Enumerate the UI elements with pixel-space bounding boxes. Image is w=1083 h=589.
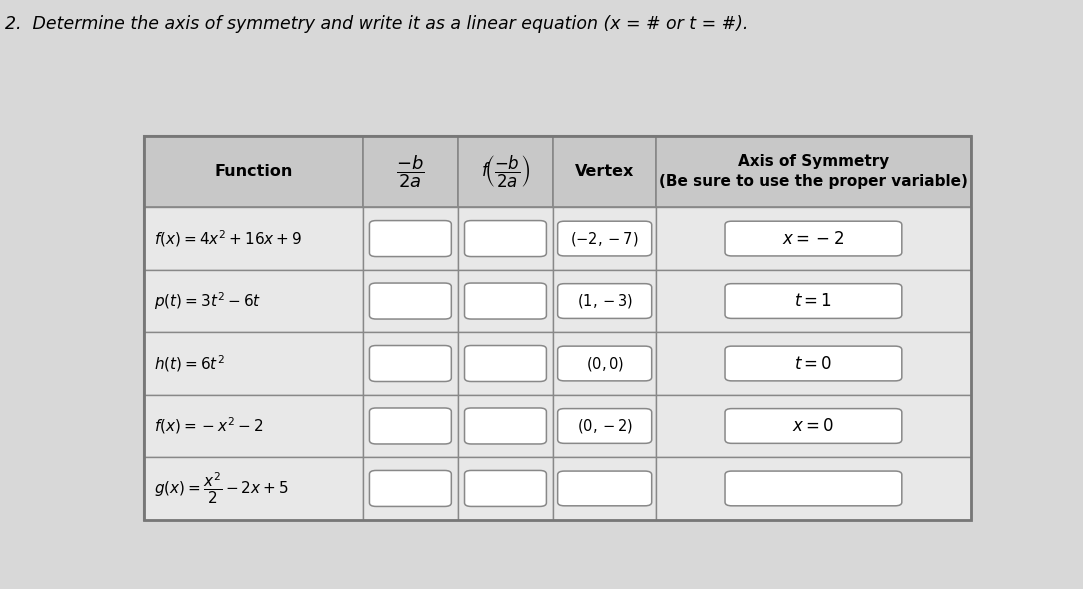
- Text: $f\!\left(\dfrac{-b}{2a}\right)$: $f\!\left(\dfrac{-b}{2a}\right)$: [481, 154, 531, 190]
- Bar: [656, 207, 970, 270]
- Text: $p(t) = 3t^2 - 6t$: $p(t) = 3t^2 - 6t$: [154, 290, 261, 312]
- FancyBboxPatch shape: [725, 221, 902, 256]
- FancyBboxPatch shape: [465, 346, 547, 382]
- Bar: [363, 457, 458, 519]
- Bar: [553, 137, 656, 207]
- Text: $(0,0)$: $(0,0)$: [586, 355, 624, 372]
- Text: $f(x) = 4x^2 + 16x + 9$: $f(x) = 4x^2 + 16x + 9$: [154, 228, 302, 249]
- FancyBboxPatch shape: [558, 409, 652, 444]
- FancyBboxPatch shape: [725, 346, 902, 381]
- Text: $x = -2$: $x = -2$: [782, 230, 845, 247]
- Text: $x = 0$: $x = 0$: [793, 417, 835, 435]
- Bar: [144, 332, 363, 395]
- Bar: [458, 332, 553, 395]
- FancyBboxPatch shape: [369, 346, 452, 382]
- Text: $\dfrac{-b}{2a}$: $\dfrac{-b}{2a}$: [396, 154, 425, 190]
- Text: Axis of Symmetry
(Be sure to use the proper variable): Axis of Symmetry (Be sure to use the pro…: [658, 154, 968, 189]
- FancyBboxPatch shape: [465, 471, 547, 507]
- Bar: [553, 457, 656, 519]
- Bar: [458, 395, 553, 457]
- Bar: [656, 137, 970, 207]
- Bar: [363, 137, 458, 207]
- Text: $t = 1$: $t = 1$: [795, 292, 833, 310]
- Text: 2.  Determine the axis of symmetry and write it as a linear equation (x = # or t: 2. Determine the axis of symmetry and wr…: [5, 15, 748, 33]
- Bar: [144, 137, 970, 519]
- Bar: [363, 395, 458, 457]
- FancyBboxPatch shape: [558, 284, 652, 319]
- FancyBboxPatch shape: [558, 221, 652, 256]
- Bar: [656, 457, 970, 519]
- Text: $(-2,-7)$: $(-2,-7)$: [571, 230, 639, 247]
- FancyBboxPatch shape: [465, 283, 547, 319]
- Text: Vertex: Vertex: [575, 164, 635, 180]
- Bar: [144, 270, 363, 332]
- Bar: [458, 137, 553, 207]
- Text: $f(x) = -x^2 - 2$: $f(x) = -x^2 - 2$: [154, 416, 263, 436]
- FancyBboxPatch shape: [725, 284, 902, 319]
- FancyBboxPatch shape: [369, 220, 452, 257]
- Text: $(1,-3)$: $(1,-3)$: [576, 292, 632, 310]
- Bar: [363, 332, 458, 395]
- Bar: [553, 332, 656, 395]
- Bar: [144, 207, 363, 270]
- Bar: [458, 457, 553, 519]
- Bar: [553, 270, 656, 332]
- FancyBboxPatch shape: [558, 346, 652, 381]
- FancyBboxPatch shape: [369, 283, 452, 319]
- Bar: [144, 395, 363, 457]
- Bar: [553, 207, 656, 270]
- Text: $(0,-2)$: $(0,-2)$: [576, 417, 632, 435]
- Bar: [144, 137, 363, 207]
- Bar: [363, 207, 458, 270]
- Text: $g(x) = \dfrac{x^2}{2} - 2x + 5$: $g(x) = \dfrac{x^2}{2} - 2x + 5$: [154, 471, 288, 506]
- Bar: [458, 207, 553, 270]
- Bar: [144, 457, 363, 519]
- Bar: [656, 270, 970, 332]
- FancyBboxPatch shape: [369, 408, 452, 444]
- FancyBboxPatch shape: [465, 408, 547, 444]
- Text: Function: Function: [214, 164, 292, 180]
- Bar: [656, 332, 970, 395]
- Bar: [458, 270, 553, 332]
- Bar: [656, 395, 970, 457]
- FancyBboxPatch shape: [558, 471, 652, 506]
- Bar: [553, 395, 656, 457]
- Bar: [363, 270, 458, 332]
- Text: $t = 0$: $t = 0$: [794, 355, 833, 372]
- FancyBboxPatch shape: [725, 409, 902, 444]
- FancyBboxPatch shape: [465, 220, 547, 257]
- Text: $h(t) = 6t^2$: $h(t) = 6t^2$: [154, 353, 224, 374]
- Bar: [144, 137, 970, 519]
- FancyBboxPatch shape: [725, 471, 902, 506]
- FancyBboxPatch shape: [369, 471, 452, 507]
